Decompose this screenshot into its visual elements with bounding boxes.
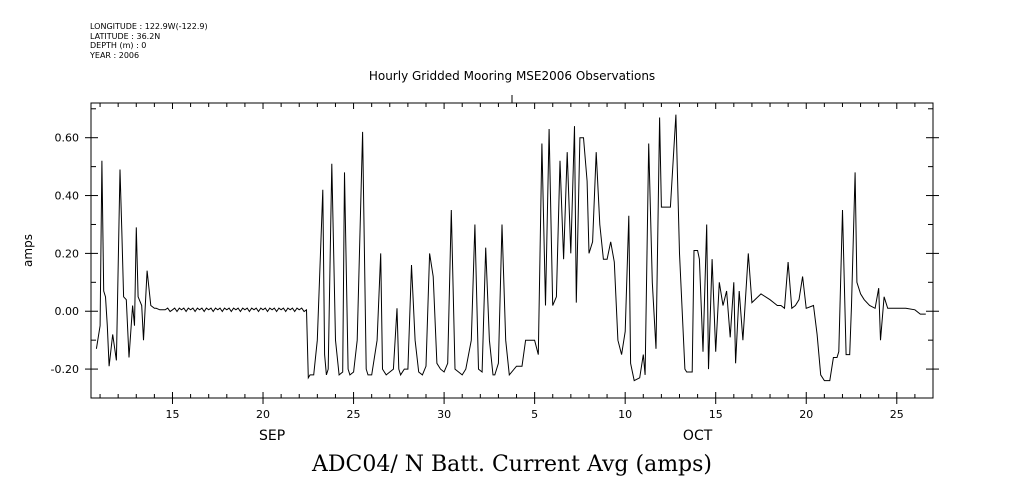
- x-month-label: SEP: [259, 428, 285, 444]
- year-label: YEAR : 2006: [90, 50, 140, 60]
- y-tick-label: 0.40: [55, 190, 80, 203]
- variable-caption: ADC04/ N Batt. Current Avg (amps): [311, 452, 713, 477]
- y-tick-label: 0.20: [55, 247, 80, 260]
- metadata-block: LONGITUDE : 122.9W(-122.9) LATITUDE : 36…: [90, 22, 208, 60]
- x-month-label: OCT: [683, 428, 713, 444]
- plot-frame: [90, 102, 934, 399]
- depth-label: DEPTH (m) : 0: [90, 41, 147, 50]
- series-line-n-batt-current-avg: [95, 114, 926, 382]
- x-tick-label: 15: [709, 408, 723, 421]
- x-tick-label: 25: [890, 408, 904, 421]
- x-tick-label: 5: [531, 408, 538, 421]
- longitude-label: LONGITUDE : 122.9W(-122.9): [90, 22, 208, 31]
- x-tick-label: 15: [165, 408, 179, 421]
- x-tick-label: 20: [256, 408, 270, 421]
- y-axis-label: amps: [21, 234, 35, 267]
- x-tick-label: 10: [618, 408, 632, 421]
- latitude-label: LATITUDE : 36.2N: [90, 31, 161, 41]
- x-tick-label: 25: [347, 408, 361, 421]
- y-tick-label: -0.20: [51, 363, 79, 376]
- y-tick-label: 0.00: [55, 305, 80, 318]
- chart-title: Hourly Gridded Mooring MSE2006 Observati…: [368, 69, 656, 83]
- y-tick-label: 0.60: [55, 132, 80, 145]
- x-tick-label: 30: [437, 408, 451, 421]
- x-tick-label: 20: [799, 408, 813, 421]
